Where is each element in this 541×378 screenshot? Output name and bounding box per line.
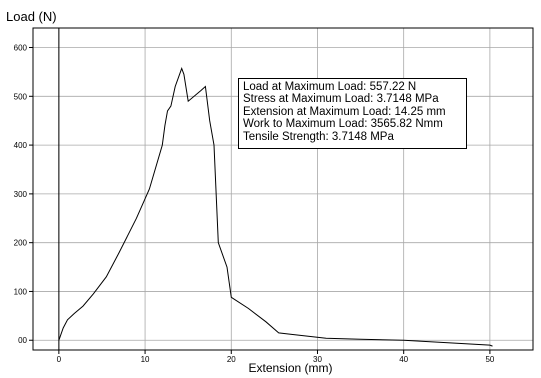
plot-area-frame xyxy=(32,27,534,351)
y-tick-label: 200 xyxy=(14,239,28,248)
y-tick-label: 00 xyxy=(18,336,27,345)
x-tick-label: 40 xyxy=(399,355,408,364)
annotation-extension-at-max: Extension at Maximum Load: 14.25 mm xyxy=(243,105,446,118)
y-axis-ticks: 00 100 200 300 400 500 600 xyxy=(14,44,33,345)
y-tick-label: 300 xyxy=(14,190,28,199)
annotation-tensile-strength: Tensile Strength: 3.7148 MPa xyxy=(243,130,394,143)
series-group xyxy=(58,67,493,347)
x-tick-label: 50 xyxy=(485,355,494,364)
x-tick-label: 10 xyxy=(141,355,150,364)
max-load-annotation-box: Load at Maximum Load: 557.22 N Stress at… xyxy=(238,78,467,149)
x-tick-label: 0 xyxy=(57,355,62,364)
x-axis-label: Extension (mm) xyxy=(248,361,333,375)
x-tick-label: 20 xyxy=(227,355,236,364)
y-axis-label: Load (N) xyxy=(6,9,57,24)
annotation-stress-at-max: Stress at Maximum Load: 3.7148 MPa xyxy=(243,93,439,106)
y-tick-label: 400 xyxy=(14,141,28,150)
load-extension-curve xyxy=(58,67,493,347)
y-tick-label: 500 xyxy=(14,92,28,101)
y-tick-label: 600 xyxy=(14,44,28,53)
x-axis-ticks: 0 10 20 30 40 50 xyxy=(57,350,495,364)
annotation-work-to-max: Work to Maximum Load: 3565.82 Nmm xyxy=(243,118,443,131)
y-tick-label: 100 xyxy=(14,287,28,296)
annotation-load-at-max: Load at Maximum Load: 557.22 N xyxy=(243,81,417,93)
grid-lines xyxy=(33,28,533,350)
x-tick-label: 30 xyxy=(313,355,322,364)
